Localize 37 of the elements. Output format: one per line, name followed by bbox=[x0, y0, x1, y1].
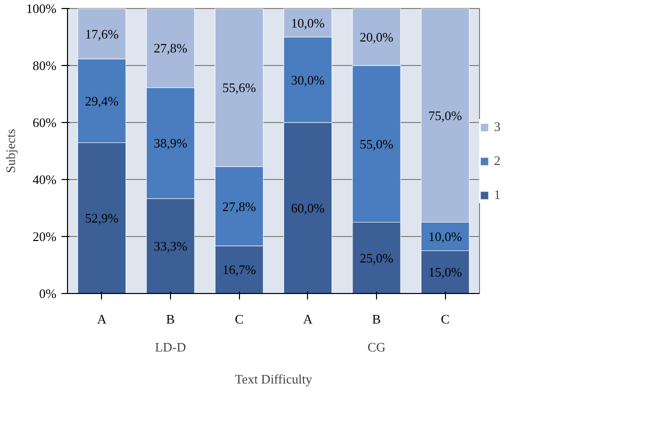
data-label: 55,0% bbox=[360, 136, 394, 152]
data-label: 20,0% bbox=[360, 30, 394, 44]
data-label: 60,0% bbox=[291, 200, 325, 216]
data-label: 55,6% bbox=[222, 80, 256, 95]
data-label: 27,8% bbox=[154, 40, 188, 56]
data-label: 16,7% bbox=[222, 262, 256, 278]
data-label: 30,0% bbox=[291, 72, 325, 88]
data-label: 38,9% bbox=[154, 136, 188, 151]
x-tick-label: C bbox=[234, 312, 244, 326]
legend-label: 3 bbox=[494, 119, 502, 135]
data-label: 33,3% bbox=[154, 238, 188, 254]
data-label: 17,6% bbox=[85, 26, 119, 42]
y-tick-label: 20% bbox=[32, 229, 57, 244]
data-label: 25,0% bbox=[360, 250, 394, 266]
y-tick-label: 100% bbox=[26, 1, 57, 16]
y-tick-label: 0% bbox=[39, 286, 57, 301]
data-label: 29,4% bbox=[85, 93, 119, 108]
data-label: 75,0% bbox=[428, 108, 462, 123]
data-label: 10,0% bbox=[291, 15, 325, 30]
data-label: 52,9% bbox=[85, 210, 119, 226]
x-tick-label: A bbox=[97, 312, 108, 326]
text: CG bbox=[367, 340, 386, 354]
y-tick-label: 80% bbox=[32, 58, 57, 73]
data-label: 10,0% bbox=[428, 229, 462, 244]
x-tick-label: B bbox=[166, 312, 176, 326]
x-axis-title: Text Difficulty bbox=[234, 372, 313, 386]
data-label: 15,0% bbox=[428, 264, 462, 280]
y-axis-title: Subjects bbox=[3, 128, 18, 174]
data-label: 27,8% bbox=[222, 198, 256, 214]
x-tick-label: C bbox=[440, 312, 450, 326]
x-tick-label: B bbox=[372, 312, 382, 326]
text: LD-D bbox=[154, 340, 186, 354]
x-tick-label: A bbox=[303, 312, 314, 326]
y-tick-label: 60% bbox=[32, 115, 57, 130]
legend-label: 1 bbox=[494, 187, 502, 203]
y-tick-label: 40% bbox=[32, 172, 57, 187]
legend-label: 2 bbox=[494, 153, 502, 169]
